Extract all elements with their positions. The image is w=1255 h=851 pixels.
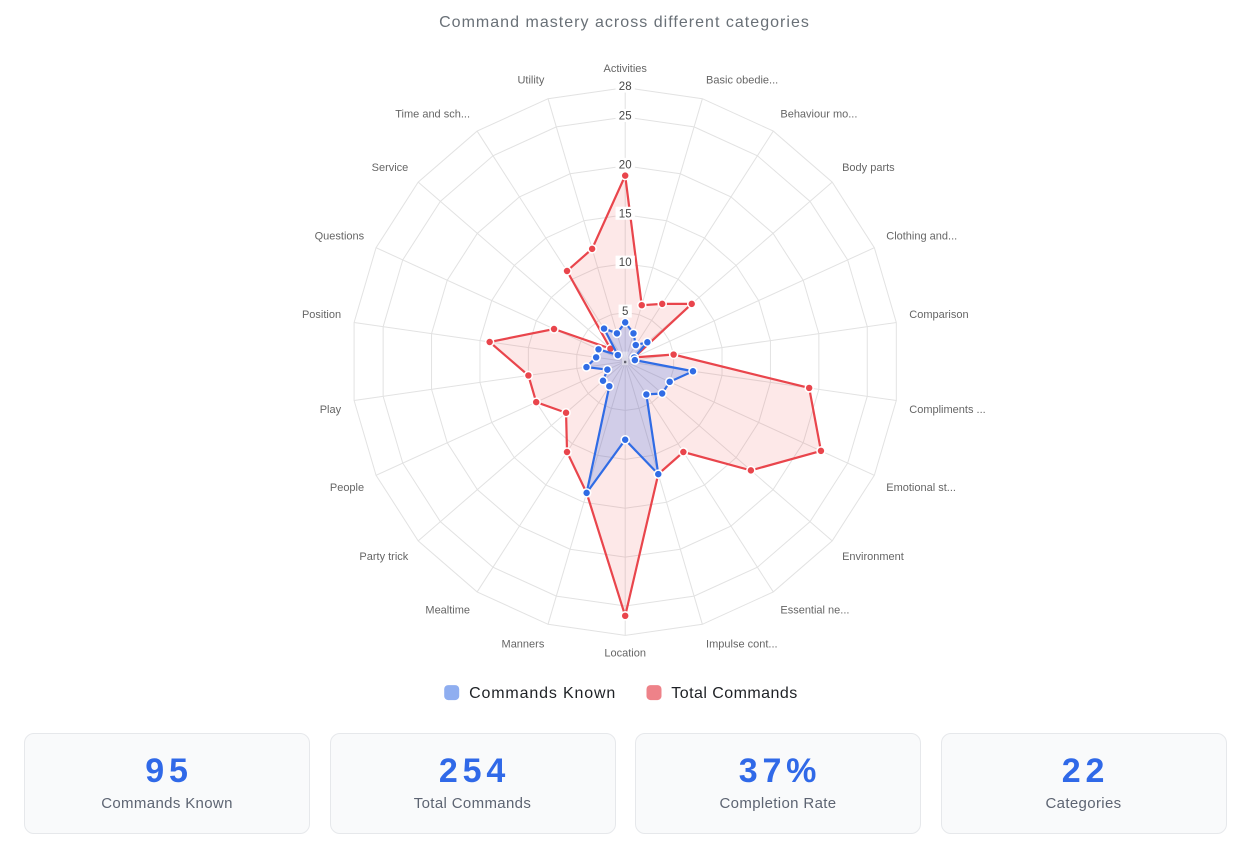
- svg-text:Service: Service: [372, 162, 409, 174]
- svg-text:Compliments ...: Compliments ...: [909, 404, 985, 416]
- svg-text:10: 10: [619, 257, 632, 269]
- svg-text:Basic obedie...: Basic obedie...: [706, 74, 778, 86]
- svg-text:15: 15: [619, 208, 632, 220]
- svg-text:Utility: Utility: [517, 74, 544, 86]
- svg-text:Impulse cont...: Impulse cont...: [706, 638, 778, 650]
- svg-text:25: 25: [619, 110, 632, 122]
- svg-text:Command mastery across differe: Command mastery across different categor…: [439, 14, 810, 31]
- svg-text:Behaviour mo...: Behaviour mo...: [780, 108, 857, 120]
- svg-text:28: 28: [619, 81, 632, 93]
- svg-text:Activities: Activities: [603, 63, 647, 75]
- svg-text:Time and sch...: Time and sch...: [395, 108, 470, 120]
- svg-text:Questions: Questions: [315, 231, 365, 243]
- svg-text:Total Commands: Total Commands: [671, 685, 797, 702]
- svg-text:5: 5: [622, 306, 628, 318]
- svg-text:Emotional st...: Emotional st...: [886, 482, 956, 494]
- svg-text:Essential ne...: Essential ne...: [780, 604, 849, 616]
- svg-text:Mealtime: Mealtime: [425, 604, 470, 616]
- svg-text:People: People: [330, 482, 364, 494]
- svg-text:Position: Position: [302, 309, 341, 321]
- svg-text:Commands Known: Commands Known: [469, 685, 616, 702]
- svg-text:Body parts: Body parts: [842, 162, 895, 174]
- svg-text:Comparison: Comparison: [909, 309, 968, 321]
- svg-text:Clothing and...: Clothing and...: [886, 231, 957, 243]
- svg-text:Location: Location: [604, 647, 646, 659]
- svg-text:20: 20: [619, 159, 632, 171]
- svg-text:Manners: Manners: [502, 638, 545, 650]
- svg-text:Party trick: Party trick: [359, 551, 408, 563]
- svg-text:Environment: Environment: [842, 551, 904, 563]
- svg-text:Play: Play: [320, 404, 342, 416]
